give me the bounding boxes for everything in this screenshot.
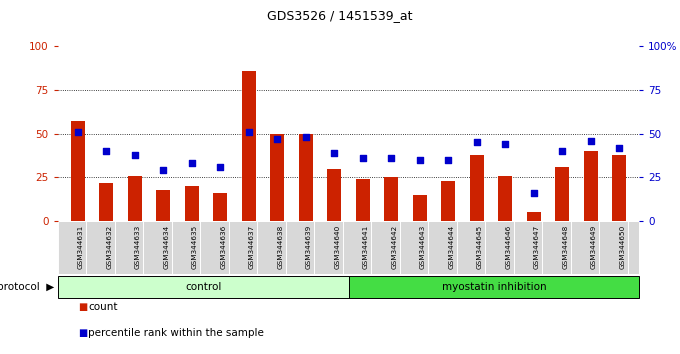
Bar bbox=[356, 179, 370, 221]
Text: GSM344632: GSM344632 bbox=[106, 225, 112, 269]
Text: GSM344648: GSM344648 bbox=[562, 225, 568, 269]
Point bbox=[158, 167, 169, 173]
Bar bbox=[128, 176, 142, 221]
Bar bbox=[348, 276, 639, 298]
Point bbox=[528, 190, 539, 196]
Point bbox=[414, 157, 425, 163]
Point bbox=[186, 161, 197, 166]
Bar bbox=[241, 70, 256, 221]
Bar bbox=[555, 167, 569, 221]
Bar bbox=[384, 177, 398, 221]
Text: GSM344633: GSM344633 bbox=[135, 225, 141, 269]
Text: GSM344631: GSM344631 bbox=[78, 225, 84, 269]
Text: GSM344640: GSM344640 bbox=[335, 225, 340, 269]
Text: GSM344634: GSM344634 bbox=[163, 225, 169, 269]
Point bbox=[215, 164, 226, 170]
Point bbox=[357, 155, 368, 161]
Bar bbox=[185, 186, 199, 221]
Text: GSM344644: GSM344644 bbox=[448, 225, 454, 269]
Point bbox=[129, 152, 140, 158]
Bar bbox=[441, 181, 456, 221]
Text: protocol  ▶: protocol ▶ bbox=[0, 282, 54, 292]
Point bbox=[101, 148, 112, 154]
Bar bbox=[58, 276, 348, 298]
Text: GSM344650: GSM344650 bbox=[619, 225, 625, 269]
Text: GDS3526 / 1451539_at: GDS3526 / 1451539_at bbox=[267, 9, 413, 22]
Text: GSM344638: GSM344638 bbox=[277, 225, 284, 269]
Text: GSM344649: GSM344649 bbox=[591, 225, 597, 269]
Bar bbox=[71, 121, 85, 221]
Point bbox=[471, 139, 482, 145]
Text: myostatin inhibition: myostatin inhibition bbox=[441, 282, 546, 292]
Point bbox=[557, 148, 568, 154]
Bar bbox=[413, 195, 427, 221]
Text: GSM344642: GSM344642 bbox=[391, 225, 397, 269]
Bar bbox=[583, 151, 598, 221]
Text: GSM344647: GSM344647 bbox=[534, 225, 540, 269]
Text: GSM344635: GSM344635 bbox=[192, 225, 198, 269]
Bar bbox=[526, 212, 541, 221]
Text: percentile rank within the sample: percentile rank within the sample bbox=[88, 329, 265, 338]
Text: GSM344646: GSM344646 bbox=[505, 225, 511, 269]
Text: GSM344641: GSM344641 bbox=[362, 225, 369, 269]
Point bbox=[443, 157, 454, 163]
Bar bbox=[270, 133, 284, 221]
Text: ■: ■ bbox=[78, 302, 88, 312]
Text: GSM344637: GSM344637 bbox=[249, 225, 255, 269]
Point bbox=[72, 129, 83, 135]
Point bbox=[500, 141, 511, 147]
Bar bbox=[213, 193, 227, 221]
Bar bbox=[498, 176, 512, 221]
Text: GSM344645: GSM344645 bbox=[477, 225, 483, 269]
Bar bbox=[156, 190, 171, 221]
Bar bbox=[299, 133, 313, 221]
Point bbox=[243, 129, 254, 135]
Text: GSM344636: GSM344636 bbox=[220, 225, 226, 269]
Bar bbox=[612, 155, 626, 221]
Text: count: count bbox=[88, 302, 118, 312]
Text: GSM344643: GSM344643 bbox=[420, 225, 426, 269]
Point bbox=[585, 138, 596, 143]
Point bbox=[386, 155, 396, 161]
Point bbox=[614, 145, 625, 150]
Text: ■: ■ bbox=[78, 329, 88, 338]
Text: GSM344639: GSM344639 bbox=[306, 225, 311, 269]
Point bbox=[301, 134, 311, 140]
Text: control: control bbox=[185, 282, 221, 292]
Point bbox=[329, 150, 340, 156]
Bar bbox=[470, 155, 484, 221]
Bar bbox=[327, 169, 341, 221]
Bar bbox=[99, 183, 114, 221]
Point bbox=[272, 136, 283, 142]
